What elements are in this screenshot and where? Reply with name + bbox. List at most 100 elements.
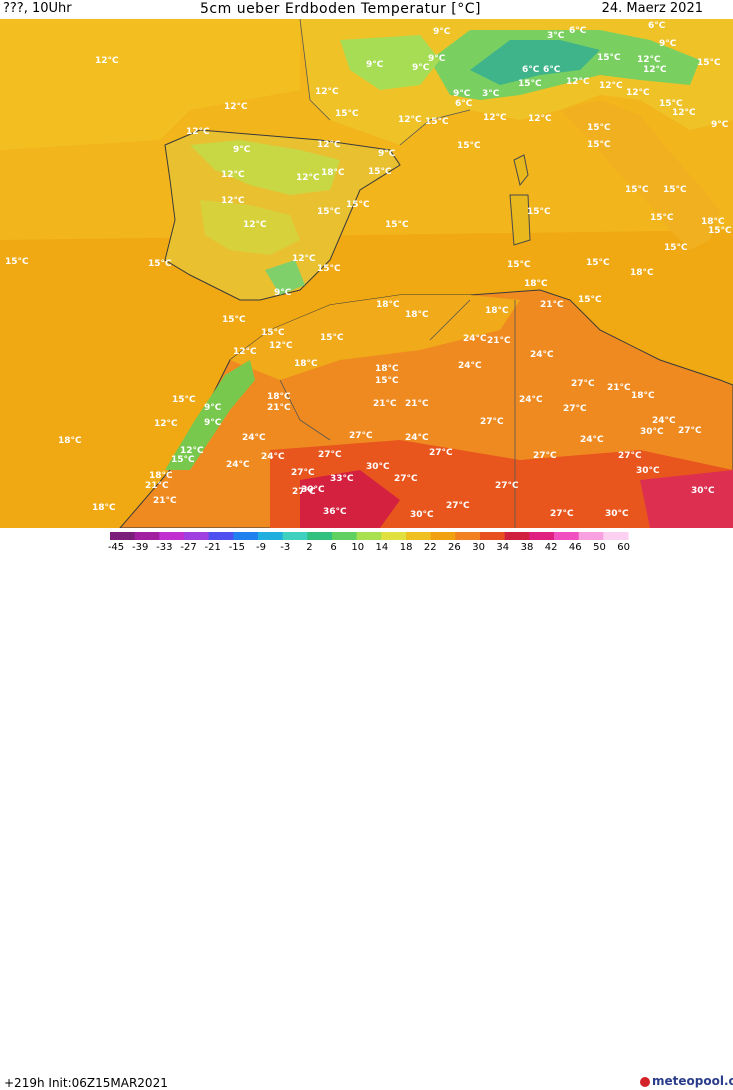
brand-logo[interactable]: meteopool.org <box>640 1074 733 1088</box>
legend-color-swatch <box>307 532 333 540</box>
legend-color-swatch <box>208 532 234 540</box>
temperature-label: 15°C <box>625 185 649 195</box>
legend-tick-label: -33 <box>156 542 172 553</box>
temperature-label: 12°C <box>672 108 696 118</box>
legend-tick-label: 26 <box>448 542 461 553</box>
legend-color-swatch <box>233 532 259 540</box>
header-bar: ???, 10Uhr 5cm ueber Erdboden Temperatur… <box>0 0 733 19</box>
temperature-label: 12°C <box>483 113 507 123</box>
temperature-label: 12°C <box>296 173 320 183</box>
temperature-label: 18°C <box>58 436 82 446</box>
temperature-label: 27°C <box>446 501 470 511</box>
forecast-hour: +219h <box>4 1076 45 1090</box>
legend-color-swatch <box>406 532 432 540</box>
temperature-label: 12°C <box>154 419 178 429</box>
temperature-label: 21°C <box>540 300 564 310</box>
legend-tick-label: 34 <box>496 542 509 553</box>
temperature-label: 27°C <box>533 451 557 461</box>
temperature-label: 24°C <box>242 433 266 443</box>
brand-text: meteopool.org <box>652 1074 733 1088</box>
temperature-label: 30°C <box>366 462 390 472</box>
libya-hot <box>640 470 733 528</box>
temperature-label: 15°C <box>663 185 687 195</box>
legend-tick-label: 2 <box>306 542 312 553</box>
temperature-label: 18°C <box>149 471 173 481</box>
temperature-label: 12°C <box>315 87 339 97</box>
temperature-label: 15°C <box>385 220 409 230</box>
temperature-label: 9°C <box>204 418 222 428</box>
time-label: ???, 10Uhr <box>3 1 72 16</box>
temperature-label: 9°C <box>204 403 222 413</box>
temperature-label: 9°C <box>366 60 384 70</box>
temperature-label: 15°C <box>597 53 621 63</box>
temperature-label: 21°C <box>267 403 291 413</box>
temperature-label: 27°C <box>563 404 587 414</box>
temperature-label: 27°C <box>480 417 504 427</box>
temperature-label: 6°C <box>569 26 587 36</box>
legend-color-swatch <box>134 532 160 540</box>
temperature-label: 15°C <box>261 328 285 338</box>
legend-color-swatch <box>381 532 407 540</box>
temperature-label: 18°C <box>524 279 548 289</box>
temperature-label: 12°C <box>186 127 210 137</box>
legend-tick-label: 14 <box>376 542 389 553</box>
temperature-label: 15°C <box>172 395 196 405</box>
legend-tick-label: 50 <box>593 542 606 553</box>
temperature-label: 9°C <box>428 54 446 64</box>
temperature-label: 30°C <box>605 509 629 519</box>
temperature-label: 3°C <box>547 31 565 41</box>
temperature-label: 9°C <box>412 63 430 73</box>
legend-tick-label: -3 <box>280 542 290 553</box>
temperature-label: 21°C <box>607 383 631 393</box>
legend-tick-label: 30 <box>472 542 485 553</box>
temperature-label: 15°C <box>518 79 542 89</box>
init-time: Init:06Z15MAR2021 <box>48 1076 168 1090</box>
temperature-label: 15°C <box>708 226 732 236</box>
temperature-label: 27°C <box>495 481 519 491</box>
country-border <box>299 19 471 146</box>
temperature-label: 9°C <box>453 89 471 99</box>
legend-tick-label: 42 <box>545 542 558 553</box>
legend-color-swatch <box>184 532 210 540</box>
land-italy <box>560 100 720 250</box>
temperature-label: 30°C <box>636 466 660 476</box>
temperature-label: 15°C <box>346 200 370 210</box>
temperature-label: 18°C <box>701 217 725 227</box>
temperature-label: 18°C <box>321 168 345 178</box>
temperature-label: 27°C <box>550 509 574 519</box>
temperature-label: 24°C <box>530 350 554 360</box>
temperature-label: 9°C <box>659 39 677 49</box>
legend-tick-label: 22 <box>424 542 437 553</box>
brand-icon <box>640 1076 650 1087</box>
legend-color-swatch <box>282 532 308 540</box>
temperature-label: 15°C <box>650 213 674 223</box>
temperature-label: 15°C <box>507 260 531 270</box>
temperature-label: 18°C <box>294 359 318 369</box>
sierra-nevada <box>265 260 305 295</box>
temperature-label: 18°C <box>92 503 116 513</box>
temperature-label: 30°C <box>301 485 325 495</box>
temperature-label: 9°C <box>711 120 729 130</box>
temperature-label: 33°C <box>330 474 354 484</box>
temperature-label: 15°C <box>171 455 195 465</box>
temperature-label: 30°C <box>640 427 664 437</box>
legend-tick-label: -45 <box>108 542 124 553</box>
temperature-label: 9°C <box>274 288 292 298</box>
legend-tick-label: 18 <box>400 542 413 553</box>
temperature-label: 15°C <box>320 333 344 343</box>
temperature-label: 15°C <box>425 117 449 127</box>
legend-color-swatch <box>430 532 456 540</box>
temperature-label: 6°C <box>455 99 473 109</box>
temperature-label: 12°C <box>528 114 552 124</box>
temperature-label: 15°C <box>222 315 246 325</box>
legend-color-swatch <box>480 532 506 540</box>
temperature-label: 18°C <box>485 306 509 316</box>
temperature-label: 12°C <box>317 140 341 150</box>
temperature-label: 24°C <box>580 435 604 445</box>
legend-tick-label: -27 <box>180 542 196 553</box>
legend-color-swatch <box>455 532 481 540</box>
temperature-label: 18°C <box>631 391 655 401</box>
temperature-label: 24°C <box>261 452 285 462</box>
temperature-label: 18°C <box>405 310 429 320</box>
temperature-label: 27°C <box>678 426 702 436</box>
